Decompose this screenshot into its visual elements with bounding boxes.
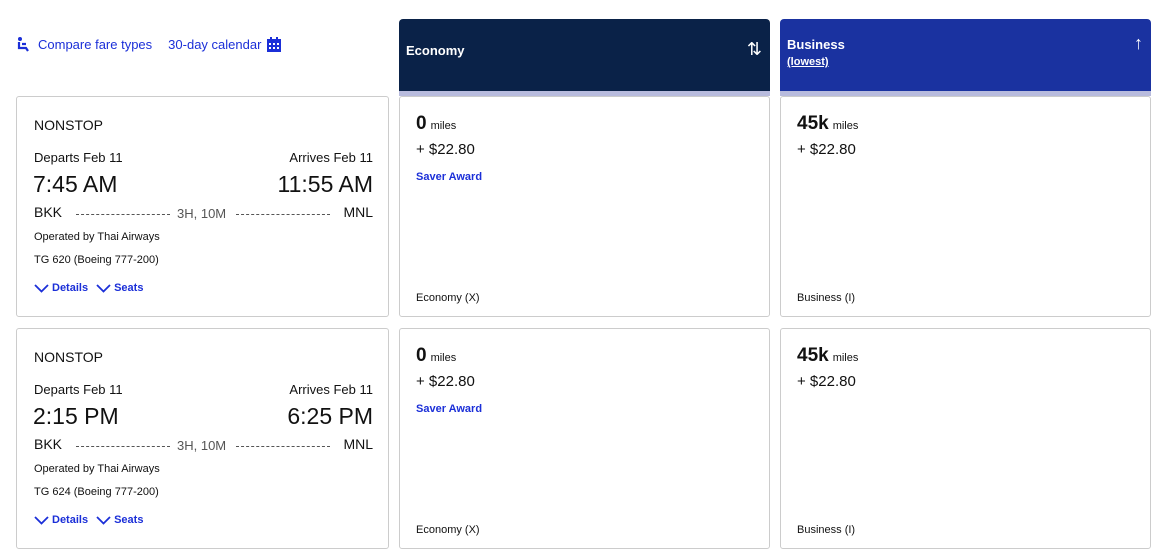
column-title: Business xyxy=(787,37,845,52)
chevron-down-icon xyxy=(96,515,111,525)
miles-price: 0 miles xyxy=(416,345,457,366)
departure-time: 7:45 AM xyxy=(33,171,118,197)
chevron-down-icon xyxy=(34,283,49,293)
flight-number: TG 620 (Boeing 777-200) xyxy=(34,254,159,266)
business-column-header[interactable]: Business (lowest) ↑ xyxy=(780,19,1151,96)
miles-unit: miles xyxy=(832,352,859,364)
arrival-time: 11:55 AM xyxy=(277,171,373,197)
flight-number: TG 624 (Boeing 777-200) xyxy=(34,486,159,498)
destination-code: MNL xyxy=(343,436,373,452)
30-day-calendar-link[interactable]: 30-day calendar xyxy=(168,36,282,52)
miles-unit: miles xyxy=(832,120,859,132)
fare-class: Economy (X) xyxy=(416,292,480,304)
fare-class: Business (I) xyxy=(797,292,856,304)
flight-card: NONSTOP Departs Feb 11 Arrives Feb 11 7:… xyxy=(16,96,389,317)
economy-column-header[interactable]: Economy ⇅ xyxy=(399,19,770,96)
seats-toggle[interactable]: Seats xyxy=(96,282,143,294)
route-line xyxy=(76,446,170,447)
arrives-label: Arrives Feb 11 xyxy=(289,382,373,397)
tax-amount: + $22.80 xyxy=(797,141,856,158)
duration: 3H, 10M xyxy=(177,438,227,453)
operator: Operated by Thai Airways xyxy=(34,231,160,243)
business-fare-card[interactable]: 45k miles + $22.80 Business (I) xyxy=(780,96,1151,317)
seat-icon xyxy=(17,37,29,52)
departs-label: Departs Feb 11 xyxy=(34,382,123,397)
departure-time: 2:15 PM xyxy=(33,403,119,429)
award-type: Saver Award xyxy=(416,403,483,415)
calendar-icon xyxy=(267,36,282,52)
tax-amount: + $22.80 xyxy=(416,141,475,158)
header-strip xyxy=(780,91,1151,96)
header-strip xyxy=(399,91,770,96)
route-line xyxy=(236,214,330,215)
miles-unit: miles xyxy=(430,352,457,364)
compare-fare-types-link[interactable]: Compare fare types xyxy=(16,36,152,52)
award-type: Saver Award xyxy=(416,171,483,183)
fare-class: Business (I) xyxy=(797,524,856,536)
miles-price: 0 miles xyxy=(416,113,457,134)
details-toggle[interactable]: Details xyxy=(34,514,88,526)
arrives-label: Arrives Feb 11 xyxy=(289,150,373,165)
origin-code: BKK xyxy=(34,204,63,220)
departs-label: Departs Feb 11 xyxy=(34,150,123,165)
arrival-time: 6:25 PM xyxy=(287,403,373,429)
economy-fare-card[interactable]: 0 miles + $22.80 Saver Award Economy (X) xyxy=(399,328,770,549)
lowest-label[interactable]: (lowest) xyxy=(787,56,829,68)
route-line xyxy=(76,214,170,215)
tax-amount: + $22.80 xyxy=(416,373,475,390)
flight-card: NONSTOP Departs Feb 11 Arrives Feb 11 2:… xyxy=(16,328,389,549)
miles-price: 45k miles xyxy=(797,113,859,134)
miles-unit: miles xyxy=(430,120,457,132)
chevron-down-icon xyxy=(34,515,49,525)
route-line xyxy=(236,446,330,447)
seats-toggle[interactable]: Seats xyxy=(96,514,143,526)
details-toggle[interactable]: Details xyxy=(34,282,88,294)
business-fare-card[interactable]: 45k miles + $22.80 Business (I) xyxy=(780,328,1151,549)
column-title: Economy xyxy=(406,43,465,58)
sort-both-icon[interactable]: ⇅ xyxy=(746,39,762,59)
origin-code: BKK xyxy=(34,436,63,452)
stops-label: NONSTOP xyxy=(34,117,103,133)
fare-class: Economy (X) xyxy=(416,524,480,536)
sort-up-icon[interactable]: ↑ xyxy=(1134,33,1143,53)
operator: Operated by Thai Airways xyxy=(34,463,160,475)
miles-price: 45k miles xyxy=(797,345,859,366)
economy-fare-card[interactable]: 0 miles + $22.80 Saver Award Economy (X) xyxy=(399,96,770,317)
chevron-down-icon xyxy=(96,283,111,293)
tax-amount: + $22.80 xyxy=(797,373,856,390)
toolbar: Compare fare types 30-day calendar xyxy=(16,36,282,52)
stops-label: NONSTOP xyxy=(34,349,103,365)
destination-code: MNL xyxy=(343,204,373,220)
duration: 3H, 10M xyxy=(177,206,227,221)
